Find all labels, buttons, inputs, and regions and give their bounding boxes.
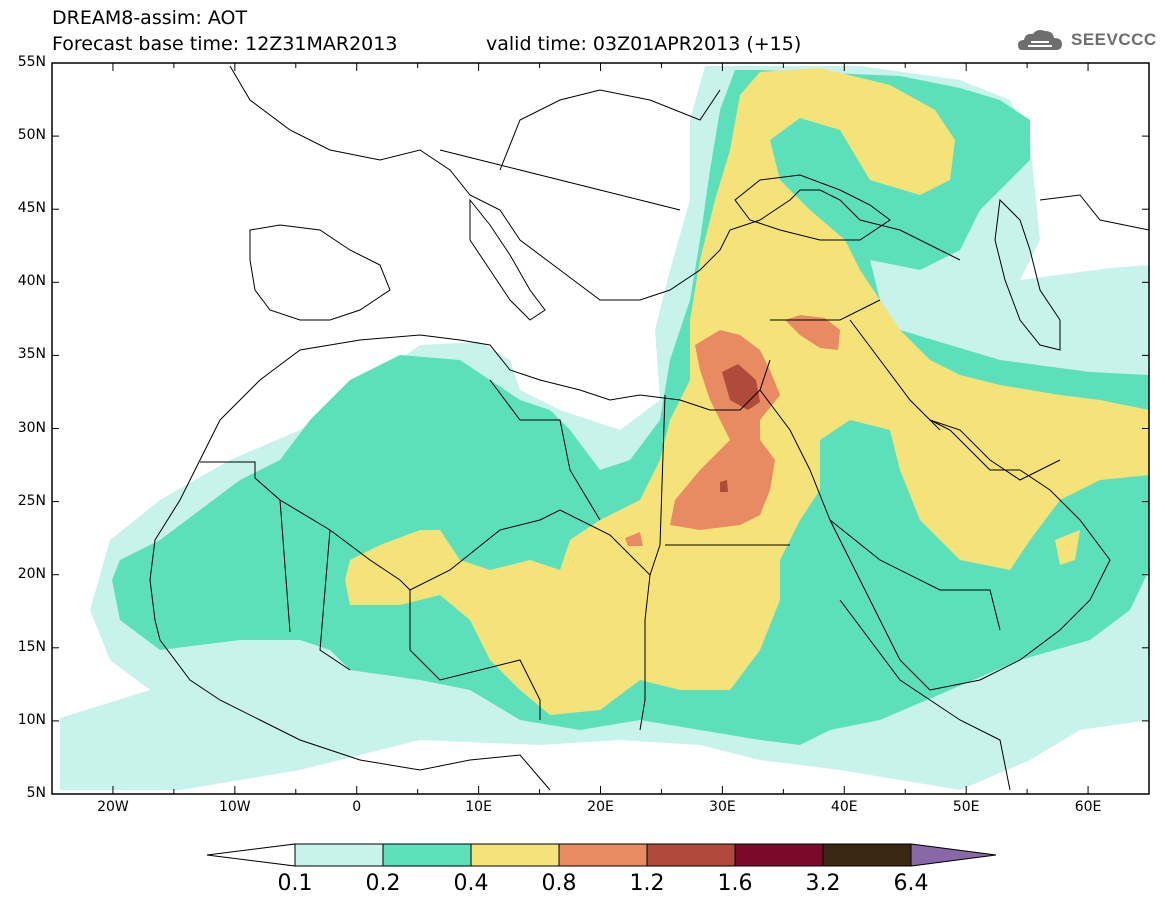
- colorbar-max-arrow: [910, 843, 997, 867]
- aot-contours: [60, 66, 1149, 790]
- map-title: DREAM8-assim: AOT: [52, 7, 248, 29]
- lat-label: 50N: [17, 127, 46, 144]
- border-chad-sudan: [639, 574, 651, 731]
- border-saudi: [829, 519, 1001, 631]
- aot-region-0.8-spot: [625, 532, 643, 546]
- lat-label: 45N: [17, 200, 46, 217]
- lon-label: 10W: [218, 799, 251, 815]
- lat-label: 20N: [17, 565, 46, 582]
- colorbar-label: 0.8: [541, 871, 577, 896]
- aot-region-0.8-east: [785, 315, 840, 350]
- lon-label: 0: [352, 799, 362, 815]
- border-europe-1: [499, 89, 721, 171]
- coastline-north-africa: [219, 334, 771, 421]
- border-libya: [489, 379, 601, 521]
- colorbar-label: 0.2: [365, 871, 401, 896]
- border-kazakh: [1039, 194, 1149, 231]
- lat-label: 40N: [17, 273, 46, 290]
- colorbar-swatch: [646, 843, 736, 867]
- lat-label: 55N: [17, 54, 46, 70]
- aot-region-0.4-tropics: [1055, 530, 1080, 565]
- colorbar-swatch: [382, 843, 472, 867]
- lon-label: 20W: [97, 799, 129, 815]
- lat-label: 30N: [17, 419, 46, 436]
- coastline-italy: [469, 198, 546, 321]
- border-sahara-west: [200, 461, 291, 633]
- lat-label: 25N: [17, 492, 46, 509]
- logo-text: SEEVCCC: [1071, 30, 1157, 49]
- lon-label: 10E: [465, 799, 492, 815]
- border-turkey-syria: [770, 299, 881, 321]
- colorbar-label: 1.6: [717, 871, 753, 896]
- colorbar-label: 1.2: [629, 871, 665, 896]
- colorbar-swatch: [470, 843, 560, 867]
- lon-label: 40E: [830, 799, 858, 815]
- coastlines-borders: [149, 65, 1149, 791]
- forecast-base-time: Forecast base time: 12Z31MAR2013: [52, 33, 398, 55]
- coastline-iberia: [249, 224, 391, 321]
- lat-label: 10N: [17, 711, 46, 728]
- border-mali-niger: [319, 529, 351, 671]
- colorbar-label: 0.1: [277, 871, 313, 896]
- colorbar-swatch: [734, 843, 824, 867]
- colorbar-min-arrow: [206, 843, 296, 867]
- colorbar-swatch: [822, 843, 912, 867]
- coastline-east-africa: [839, 599, 1011, 791]
- colorbar-swatch: [294, 843, 384, 867]
- coastline-caspian: [994, 198, 1061, 351]
- lat-label: 15N: [17, 638, 46, 655]
- colorbar-label: 0.4: [453, 871, 489, 896]
- lon-label: 30E: [709, 799, 736, 815]
- coastline-black-sea: [734, 174, 891, 241]
- lat-label: 35N: [17, 346, 46, 363]
- cloud-icon: [1018, 30, 1062, 50]
- border-europe-2: [439, 149, 681, 211]
- border-iraq-iran: [849, 319, 941, 431]
- colorbar-swatch: [558, 843, 648, 867]
- coastline-europe-north-africa: [229, 65, 961, 301]
- lon-label: 60E: [1074, 799, 1102, 815]
- lon-label: 50E: [952, 799, 980, 815]
- valid-time: valid time: 03Z01APR2013 (+15): [486, 33, 802, 55]
- colorbar: [206, 843, 997, 867]
- colorbar-label: 6.4: [893, 871, 929, 896]
- coastline-west-africa: [149, 419, 551, 791]
- aot-region-1.2-spot: [720, 480, 728, 492]
- coastline-persian-gulf: [929, 419, 1061, 481]
- coastline-red-sea-arabia: [759, 389, 1111, 691]
- lat-label: 5N: [26, 785, 46, 801]
- lon-label: 20E: [587, 799, 614, 815]
- colorbar-label: 3.2: [805, 871, 841, 896]
- border-niger-nigeria: [409, 590, 541, 720]
- axis-ticks: [51, 62, 1150, 795]
- aot-region-1.2: [722, 364, 760, 410]
